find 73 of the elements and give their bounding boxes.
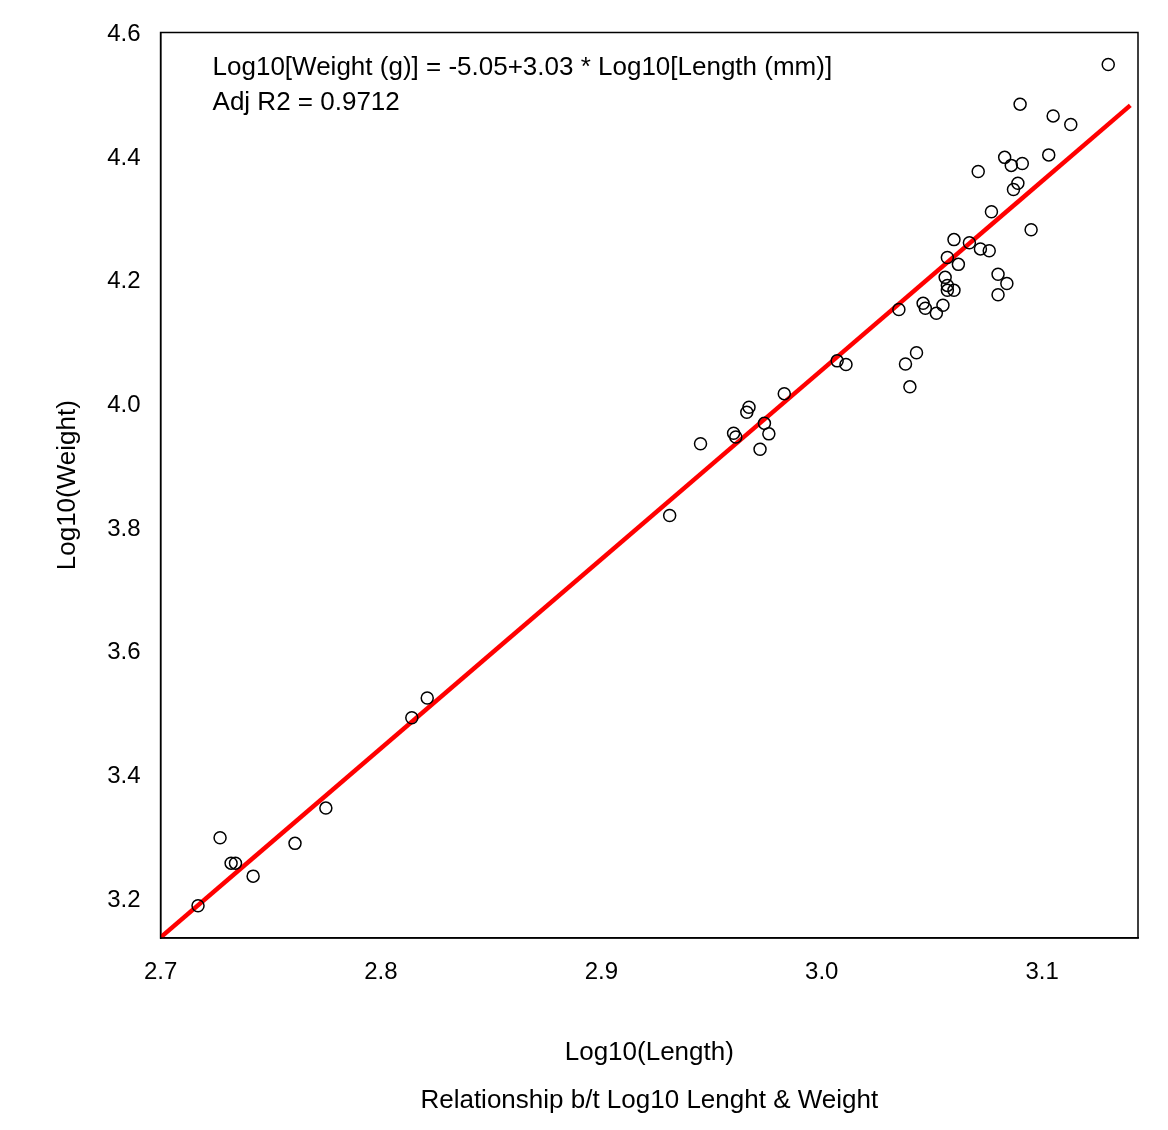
point	[228, 856, 243, 870]
annotation: Adj R2 = 0.9712	[212, 85, 400, 116]
point	[753, 442, 767, 457]
y-tick-label: 3.6	[107, 637, 141, 665]
text: Relationship b/t Log10 Lenght & Weight	[420, 1084, 879, 1115]
point	[1046, 109, 1060, 123]
point	[997, 150, 1012, 165]
point	[991, 267, 1005, 282]
y-tick-label: 4.6	[107, 18, 141, 46]
x-tick-label: 2.9	[584, 957, 619, 985]
point	[839, 357, 853, 372]
point	[916, 296, 930, 311]
point	[246, 869, 260, 883]
y-tick-label: 4.4	[107, 142, 141, 170]
point	[991, 287, 1005, 302]
point	[693, 437, 708, 451]
point	[947, 283, 961, 298]
y-tick-label: 3.2	[107, 884, 141, 912]
point	[224, 856, 238, 870]
point	[726, 426, 741, 440]
point	[662, 508, 677, 523]
x-axis-title: Log10(Length)	[564, 1035, 734, 1066]
y-tick-label: 3.8	[107, 513, 141, 541]
point	[929, 306, 944, 320]
point	[962, 235, 977, 250]
point	[213, 831, 227, 845]
point	[740, 405, 754, 419]
point	[762, 427, 776, 441]
point	[1011, 176, 1025, 191]
y-tick-label: 4.0	[107, 390, 141, 418]
point	[405, 711, 419, 725]
point	[1041, 148, 1056, 162]
point	[1004, 158, 1019, 173]
point	[757, 416, 772, 431]
point	[918, 301, 933, 316]
point	[420, 691, 434, 705]
x-tick-label: 3.1	[1025, 957, 1059, 985]
point	[947, 232, 961, 247]
point	[903, 380, 917, 394]
point	[1101, 57, 1115, 72]
annotation: Log10[Weight (g)] = -5.05+3.03 * Log10[Length (mm)]	[212, 50, 833, 81]
point	[191, 899, 205, 913]
point	[1015, 156, 1030, 171]
point	[973, 242, 988, 256]
point	[982, 244, 996, 258]
point	[938, 270, 952, 285]
point	[1013, 97, 1027, 111]
y-tick-label: 4.2	[107, 266, 141, 294]
x-tick-label: 2.8	[364, 957, 398, 985]
point	[1000, 276, 1014, 291]
point	[984, 205, 999, 219]
point	[1006, 182, 1021, 197]
point	[898, 357, 913, 371]
point	[729, 430, 743, 444]
point	[319, 801, 333, 815]
point	[830, 354, 844, 368]
x-tick-label: 3.0	[805, 957, 839, 985]
point	[1064, 117, 1078, 132]
point	[971, 164, 985, 179]
point	[288, 836, 302, 851]
y-tick-label: 3.4	[107, 761, 141, 789]
point	[909, 346, 924, 360]
x-tick-label: 2.7	[143, 957, 178, 985]
point	[742, 400, 756, 415]
point	[940, 278, 955, 293]
point	[940, 283, 955, 298]
point	[936, 298, 950, 312]
y-axis-title: Log10(Weight)	[50, 400, 81, 571]
point	[777, 386, 792, 401]
point	[951, 257, 966, 272]
point	[940, 250, 955, 265]
point	[1024, 222, 1038, 237]
point	[892, 302, 906, 317]
